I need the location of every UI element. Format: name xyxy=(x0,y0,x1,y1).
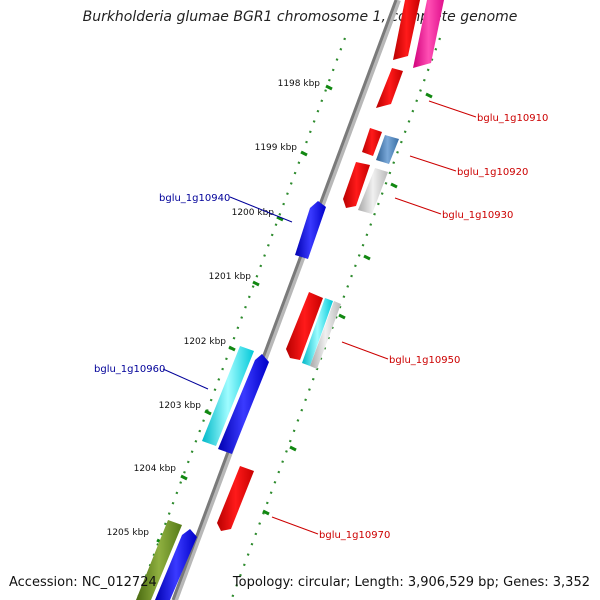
topology-text: Topology: circular; Length: 3,906,529 bp… xyxy=(232,575,590,590)
leader-line xyxy=(409,155,457,172)
tick-label: 1204 kbp xyxy=(134,464,177,474)
kbp-tick-mark xyxy=(425,92,433,99)
gene-feature[interactable] xyxy=(202,346,254,446)
leader-line xyxy=(428,100,477,118)
gene-label[interactable]: bglu_1g10970 xyxy=(319,530,390,541)
leader-line xyxy=(394,197,442,215)
kbp-tick-mark xyxy=(276,215,284,222)
kbp-tick-mark xyxy=(325,84,333,91)
kbp-tick-mark xyxy=(390,182,398,189)
chromosome-backbone-shadow xyxy=(172,0,401,600)
gene-feature[interactable] xyxy=(343,162,370,208)
gene-feature[interactable] xyxy=(295,201,326,259)
gene-feature[interactable] xyxy=(376,135,399,164)
gene-feature[interactable] xyxy=(136,520,182,600)
gene-label[interactable]: bglu_1g10940 xyxy=(159,193,230,204)
gene-feature[interactable] xyxy=(413,0,444,68)
gene-feature[interactable] xyxy=(362,128,382,156)
tick-label: 1202 kbp xyxy=(184,337,227,347)
gene-label[interactable]: bglu_1g10960 xyxy=(94,364,165,375)
gene-feature[interactable] xyxy=(218,354,269,454)
kbp-tick-mark xyxy=(300,150,308,157)
leader-line xyxy=(162,368,209,390)
tick-label: 1200 kbp xyxy=(232,208,275,218)
kbp-tick-mark xyxy=(180,474,188,481)
kbp-tick-mark xyxy=(204,409,212,416)
gene-feature[interactable] xyxy=(286,292,323,360)
leader-line xyxy=(271,516,319,535)
gene-feature[interactable] xyxy=(376,68,403,108)
outer-tick-ring xyxy=(230,37,442,599)
tick-label: 1199 kbp xyxy=(255,143,298,153)
tick-label: 1198 kbp xyxy=(278,79,321,89)
tick-label: 1205 kbp xyxy=(107,528,150,538)
kbp-tick-mark xyxy=(252,280,260,287)
gene-label[interactable]: bglu_1g10910 xyxy=(477,113,548,124)
gene-feature[interactable] xyxy=(393,0,420,60)
gene-feature[interactable] xyxy=(310,301,341,369)
kbp-tick-mark xyxy=(228,345,236,352)
tick-label: 1201 kbp xyxy=(209,272,252,282)
kbp-tick-mark xyxy=(262,509,270,516)
gene-feature[interactable] xyxy=(358,168,388,214)
leader-line xyxy=(341,341,389,360)
gene-label[interactable]: bglu_1g10920 xyxy=(457,167,528,178)
kbp-tick-mark xyxy=(338,313,346,320)
chromosome-backbone xyxy=(171,0,398,600)
inner-tick-ring xyxy=(136,37,347,599)
gene-feature[interactable] xyxy=(302,298,333,366)
gene-feature[interactable] xyxy=(217,466,254,531)
kbp-tick-mark xyxy=(289,445,297,452)
tick-label: 1203 kbp xyxy=(159,401,202,411)
leader-line xyxy=(229,196,293,223)
gene-label[interactable]: bglu_1g10950 xyxy=(389,355,460,366)
kbp-tick-mark xyxy=(363,254,371,261)
gene-feature[interactable] xyxy=(155,529,197,600)
accession-text: Accession: NC_012724 xyxy=(9,575,157,590)
gene-label[interactable]: bglu_1g10930 xyxy=(442,210,513,221)
